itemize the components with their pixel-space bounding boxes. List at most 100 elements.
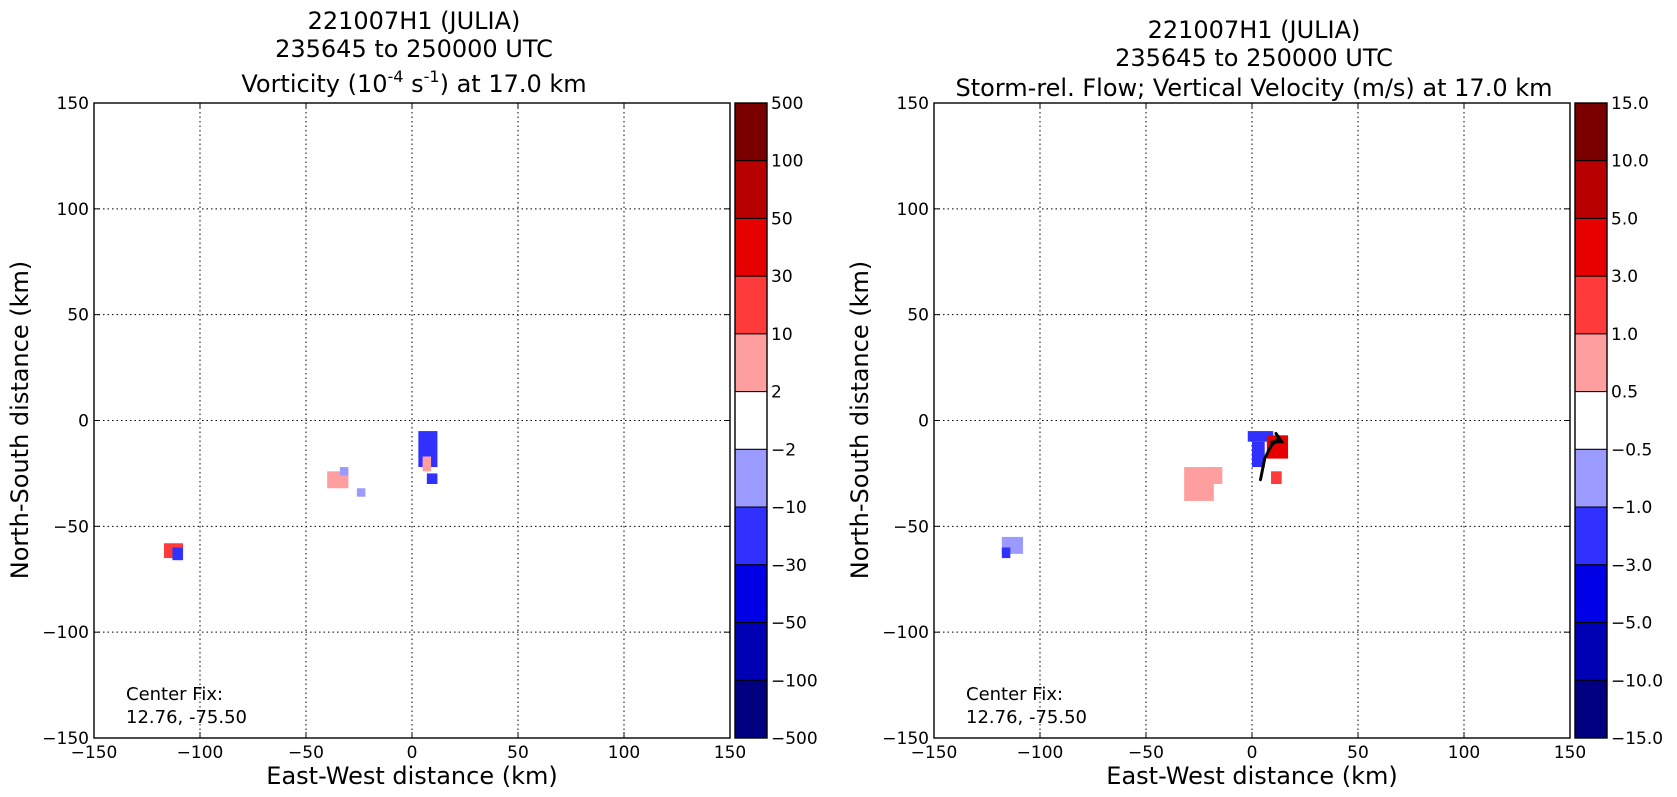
colorbar: 500 100 50 30 10 2 −2 −10 −30 −50 −100 −500: [734, 94, 818, 749]
y-tick-label: 0: [918, 412, 929, 432]
center-fix-label: Center Fix:: [966, 684, 1063, 705]
y-tick-label: 50: [907, 306, 929, 326]
data-feature: [422, 456, 432, 472]
colorbar-segment: [734, 448, 768, 508]
colorbar-segment: [1574, 564, 1608, 624]
colorbar-segment: [1574, 160, 1608, 219]
x-axis-ticks: −150 −100 −50 0 50 100 150: [911, 103, 1586, 763]
colorbar-frame: [734, 102, 768, 739]
y-tick-label: −150: [882, 729, 929, 749]
y-tick-label: 100: [897, 200, 929, 220]
vorticity-panel: 221007H1 (JULIA) 235645 to 250000 UTC Vo…: [6, 7, 818, 790]
colorbar-label: 50: [771, 209, 793, 229]
chart-title-line-2: 235645 to 250000 UTC: [275, 35, 553, 63]
colorbar-label: −15.0: [1611, 729, 1663, 749]
colorbar-segment: [1574, 622, 1608, 681]
x-tick-label: 100: [1448, 743, 1480, 763]
x-tick-label: −50: [1128, 743, 1164, 763]
colorbar-label: 500: [771, 94, 803, 114]
x-tick-label: 150: [1554, 743, 1586, 763]
y-tick-label: 0: [78, 412, 89, 432]
x-axis-ticks: −150 −100 −50 0 50 100 150: [71, 103, 746, 763]
colorbar-label: −500: [771, 729, 818, 749]
x-tick-label: −100: [177, 743, 224, 763]
y-axis-ticks: 150 100 50 0 −50 −100 −150: [42, 94, 730, 749]
x-tick-label: −150: [911, 743, 958, 763]
x-tick-label: −100: [1017, 743, 1064, 763]
flow-streamline: [1258, 438, 1284, 482]
y-tick-label: −100: [42, 623, 89, 643]
colorbar-label: 0.5: [1611, 383, 1638, 403]
center-fix-label: Center Fix:: [126, 684, 223, 705]
chart-title-line-1: 221007H1 (JULIA): [1148, 16, 1361, 44]
chart-title-line-3: Storm-rel. Flow; Vertical Velocity (m/s)…: [956, 74, 1553, 102]
flow-vectors: [1258, 431, 1285, 482]
data-features: [1001, 431, 1289, 559]
plot-area: [93, 102, 731, 739]
plot-background: [934, 103, 1570, 738]
data-feature: [1252, 441, 1265, 468]
colorbar-segment: [1574, 391, 1608, 450]
colorbar-segment: [1574, 448, 1608, 508]
center-fix-value: 12.76, -75.50: [966, 707, 1087, 728]
colorbar-label: 10.0: [1611, 152, 1649, 172]
colorbar-label: 3.0: [1611, 267, 1638, 287]
colorbar-segment: [734, 102, 768, 162]
colorbar-label: 15.0: [1611, 94, 1649, 114]
data-feature: [356, 488, 366, 497]
colorbar-segment: [734, 217, 768, 277]
y-tick-label: −100: [882, 623, 929, 643]
colorbar-segment: [1574, 217, 1608, 277]
data-feature: [1209, 467, 1223, 484]
chart-title-line-3: Vorticity (10-4 s-1) at 17.0 km: [241, 67, 586, 98]
colorbar-segment: [1574, 102, 1608, 162]
title-segment: s: [403, 70, 423, 98]
colorbar-segment: [1574, 333, 1608, 393]
y-axis-label: North-South distance (km): [6, 261, 34, 580]
y-tick-label: 100: [57, 200, 89, 220]
colorbar-label: −10.0: [1611, 671, 1663, 691]
x-tick-label: 0: [407, 743, 418, 763]
data-feature: [1247, 431, 1274, 442]
colorbar-segment: [1574, 679, 1608, 739]
colorbar-label: −30: [771, 556, 807, 576]
colorbar-label: −10: [771, 498, 807, 518]
y-tick-label: 150: [897, 94, 929, 114]
colorbar-segment: [734, 391, 768, 450]
colorbar-label: −5.0: [1611, 614, 1652, 634]
data-feature: [339, 467, 349, 476]
data-feature: [426, 473, 438, 484]
data-feature: [1001, 547, 1011, 559]
colorbar-label: −0.5: [1611, 440, 1652, 460]
colorbar-segment: [734, 679, 768, 739]
title-superscript: -1: [424, 67, 440, 86]
colorbar-label: 5.0: [1611, 209, 1638, 229]
y-tick-label: 150: [57, 94, 89, 114]
x-tick-label: 0: [1247, 743, 1258, 763]
y-axis-label: North-South distance (km): [846, 261, 874, 580]
colorbar-segment: [734, 622, 768, 681]
colorbar-label: 10: [771, 325, 793, 345]
title-segment: Vorticity (10: [241, 70, 387, 98]
colorbar: 15.0 10.0 5.0 3.0 1.0 0.5 −0.5 −1.0 −3.0 −5.0 −10.…: [1574, 94, 1663, 749]
colorbar-segment: [1574, 275, 1608, 335]
title-segment: ) at 17.0 km: [440, 70, 587, 98]
colorbar-label: −3.0: [1611, 556, 1652, 576]
flow-arrowhead: [1270, 431, 1285, 444]
data-features: [163, 431, 438, 561]
colorbar-label: −100: [771, 671, 818, 691]
colorbar-segment: [734, 333, 768, 393]
data-feature: [1271, 471, 1282, 484]
x-tick-label: −150: [71, 743, 118, 763]
colorbar-segment: [1574, 506, 1608, 566]
x-axis-label: East-West distance (km): [266, 762, 557, 790]
vertical-velocity-panel: 221007H1 (JULIA) 235645 to 250000 UTC St…: [846, 16, 1663, 790]
colorbar-frame: [1574, 102, 1608, 739]
colorbar-label: −2: [771, 440, 796, 460]
chart-title-line-1: 221007H1 (JULIA): [308, 7, 521, 35]
colorbar-label: 100: [771, 152, 803, 172]
plot-area: [933, 102, 1571, 739]
x-axis-label: East-West distance (km): [1106, 762, 1397, 790]
y-tick-label: 50: [67, 306, 89, 326]
